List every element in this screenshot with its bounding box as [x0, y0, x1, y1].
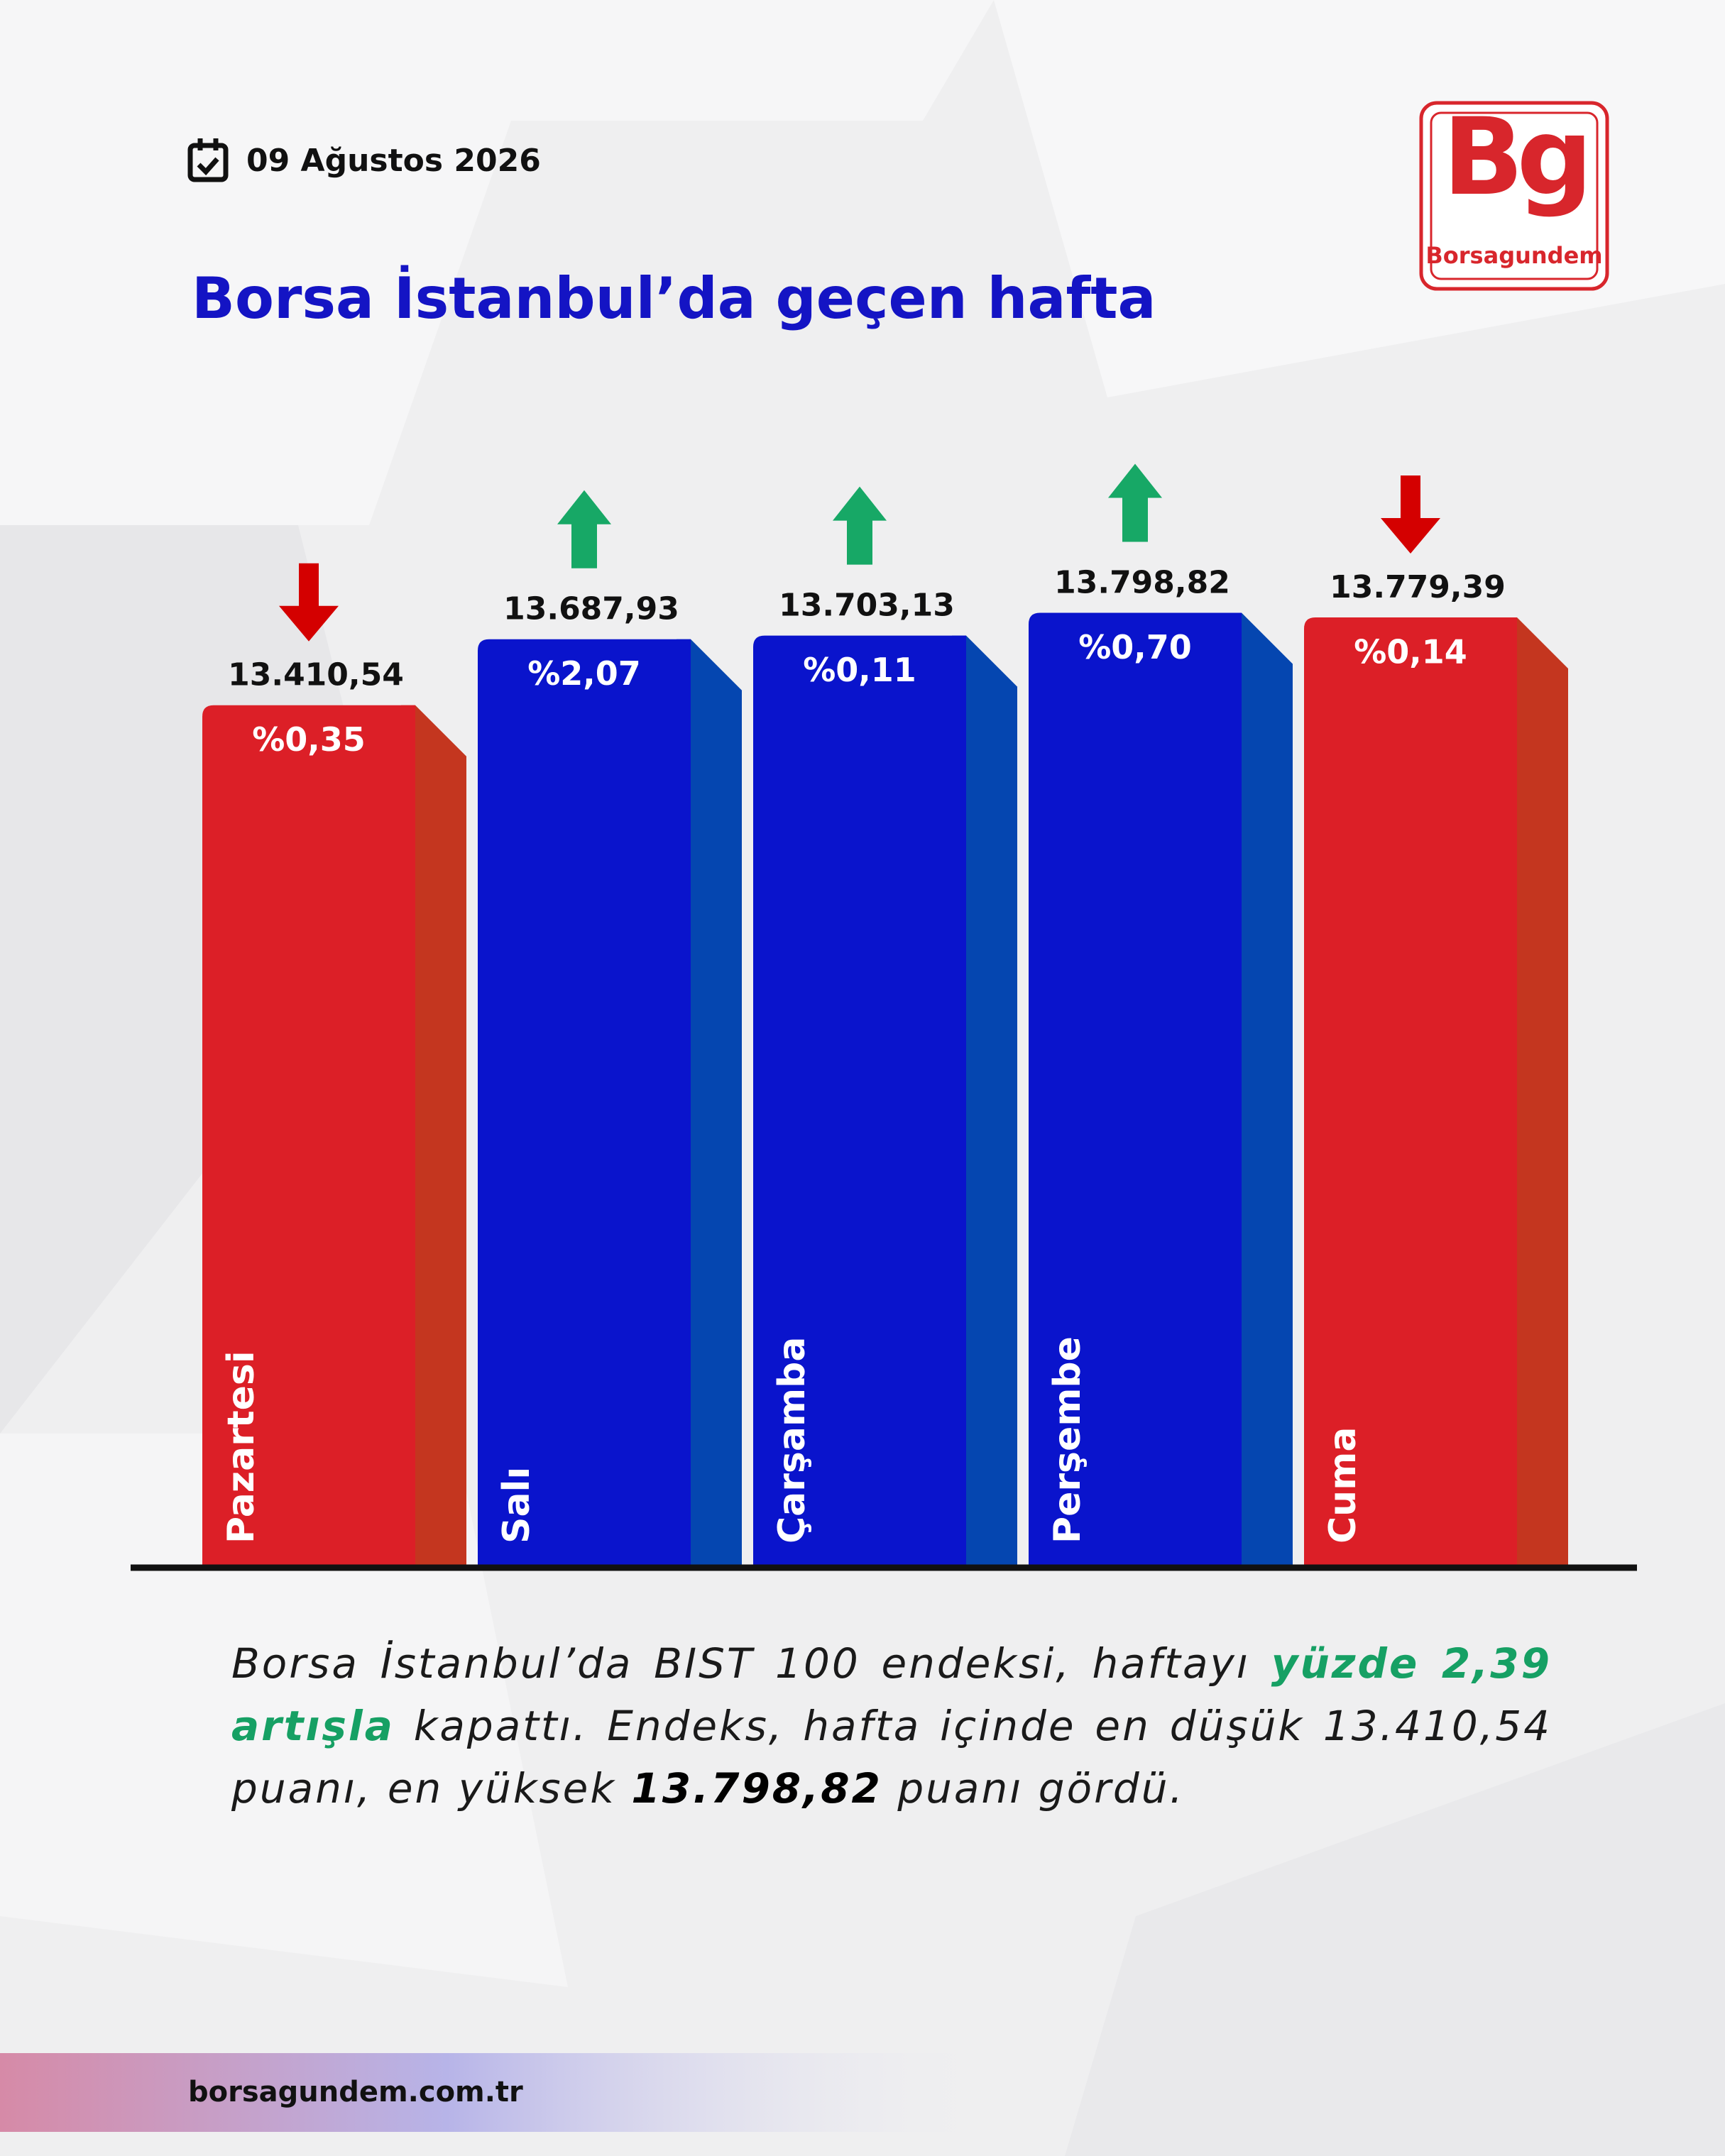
date-icon: [187, 138, 229, 182]
date: 09 Ağustos 2026: [246, 143, 541, 179]
category-label: Çarşamba: [771, 1337, 814, 1544]
arrow-up: [833, 486, 887, 565]
footer-band: [0, 2053, 994, 2132]
value-label: 13.410,54: [228, 657, 404, 693]
value-label: 13.779,39: [1330, 569, 1506, 605]
bar-chart: %0,35 13.410,54 Pazartesi %2,07 13.687,93 Sal…: [202, 463, 1568, 1566]
summary-text: Borsa İstanbul’da BIST 100 endeksi, haft…: [231, 1639, 1271, 1688]
change-label: %0,70: [1078, 628, 1192, 666]
value-label: 13.798,82: [1054, 564, 1230, 600]
bar: [753, 635, 966, 1566]
bar: [202, 705, 415, 1566]
arrow-down: [1381, 475, 1440, 554]
chart-title: Borsa İstanbul’da geçen hafta: [192, 265, 1156, 331]
change-label: %0,11: [803, 651, 916, 689]
summary-text: yüzde 2,39 artışla: [231, 1639, 1552, 1750]
category-label: Cuma: [1322, 1427, 1364, 1544]
logo: Bg Borsagundem: [1419, 96, 1609, 291]
bar-side: [1227, 612, 1293, 1565]
logo-name: Borsagundem: [1425, 242, 1602, 269]
arrow-down: [279, 563, 339, 642]
change-label: %2,07: [527, 654, 641, 693]
arrow-up: [1108, 463, 1162, 542]
summary: Borsa İstanbul’da BIST 100 endeksi, haft…: [231, 1632, 1552, 1820]
category-label: Pazartesi: [220, 1351, 263, 1544]
bar: [1029, 612, 1242, 1565]
arrow-up: [557, 490, 611, 568]
change-label: %0,14: [1354, 633, 1467, 671]
summary-text: 13.798,82: [631, 1764, 882, 1813]
value-label: 13.687,93: [503, 591, 679, 627]
value-label: 13.703,13: [779, 588, 955, 624]
summary-text: kapattı. Endeks, hafta içinde en düşük 1…: [231, 1702, 1552, 1813]
footer-url: borsagundem.com.tr: [188, 2076, 523, 2108]
bar: [478, 639, 691, 1565]
bar-side: [677, 639, 742, 1565]
bar: [1304, 617, 1517, 1565]
change-label: %0,35: [252, 720, 366, 759]
category-label: Salı: [495, 1467, 538, 1544]
logo-mark: Bg: [1442, 96, 1586, 219]
bar-side: [952, 635, 1017, 1566]
summary-text: puanı gördü.: [882, 1764, 1185, 1813]
category-label: Perşembe: [1046, 1336, 1089, 1544]
bar-side: [1503, 617, 1568, 1565]
bar-side: [401, 705, 466, 1566]
